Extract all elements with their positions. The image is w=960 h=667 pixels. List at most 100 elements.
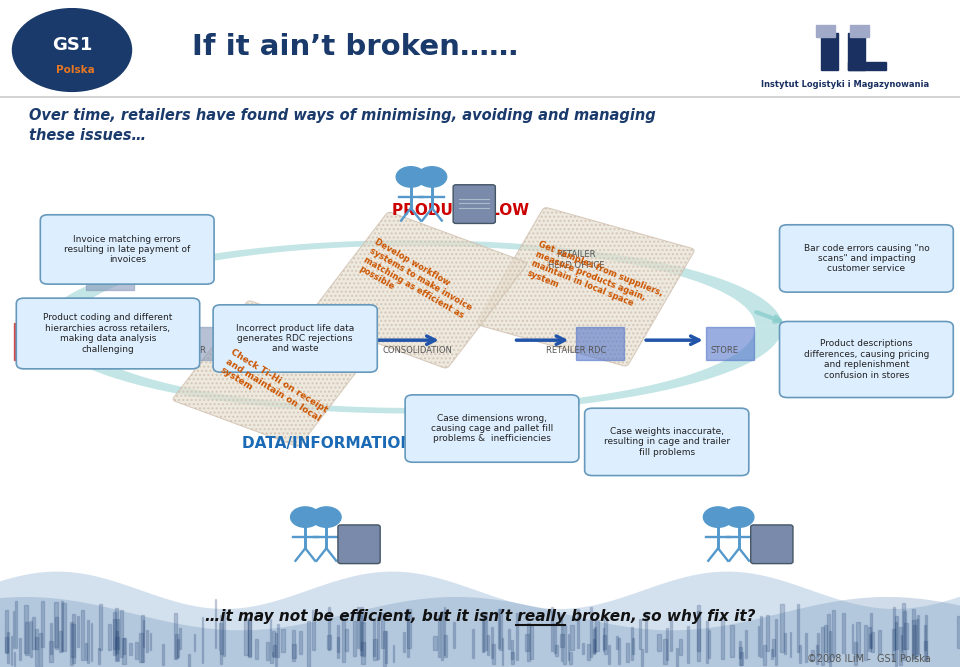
- Bar: [856, 622, 860, 657]
- Bar: [254, 640, 258, 659]
- Text: RETAILER RDC: RETAILER RDC: [546, 346, 606, 355]
- Bar: [895, 616, 898, 648]
- Bar: [593, 629, 595, 654]
- Bar: [658, 634, 661, 650]
- Bar: [913, 625, 916, 658]
- Bar: [274, 646, 276, 657]
- Bar: [757, 626, 759, 656]
- Bar: [603, 635, 607, 648]
- FancyBboxPatch shape: [780, 225, 953, 292]
- Bar: [902, 612, 906, 660]
- Bar: [854, 642, 856, 665]
- Bar: [530, 626, 534, 659]
- Text: GS1: GS1: [52, 37, 92, 54]
- Bar: [811, 650, 814, 662]
- Text: Incorrect product life data
generates RDC rejections
and waste: Incorrect product life data generates RD…: [236, 323, 354, 354]
- FancyBboxPatch shape: [453, 185, 495, 223]
- Bar: [245, 618, 248, 655]
- Bar: [570, 625, 574, 650]
- Text: Invoice matching errors
resulting in late payment of
invoices: Invoice matching errors resulting in lat…: [64, 235, 190, 264]
- Bar: [590, 607, 592, 656]
- Bar: [178, 639, 180, 657]
- Bar: [307, 621, 310, 667]
- Circle shape: [418, 167, 446, 187]
- Bar: [554, 623, 556, 652]
- Bar: [638, 618, 641, 650]
- Bar: [498, 610, 500, 648]
- Text: Bar code errors causing "no
scans" and impacting
customer service: Bar code errors causing "no scans" and i…: [804, 243, 929, 273]
- Bar: [804, 633, 807, 662]
- Bar: [12, 611, 14, 648]
- Bar: [175, 612, 178, 659]
- Bar: [115, 608, 118, 654]
- Bar: [36, 629, 38, 649]
- Bar: [188, 654, 190, 666]
- Bar: [899, 627, 901, 665]
- Bar: [353, 621, 356, 656]
- Bar: [512, 640, 514, 660]
- Bar: [697, 612, 700, 660]
- Bar: [577, 609, 579, 648]
- Bar: [277, 624, 279, 658]
- Bar: [293, 644, 296, 658]
- Bar: [870, 613, 872, 648]
- Bar: [220, 651, 222, 664]
- Bar: [957, 616, 960, 648]
- Bar: [679, 639, 682, 655]
- Bar: [763, 644, 766, 666]
- Bar: [26, 622, 29, 656]
- Text: PRODUCT FLOW: PRODUCT FLOW: [393, 203, 529, 217]
- Bar: [766, 615, 770, 651]
- Text: Develop workflow
systems to make invoice
matching as efficient as
possible: Develop workflow systems to make invoice…: [357, 237, 478, 330]
- Bar: [848, 33, 865, 70]
- Bar: [893, 607, 896, 650]
- FancyBboxPatch shape: [585, 408, 749, 476]
- Bar: [438, 615, 440, 657]
- Bar: [632, 627, 633, 660]
- Bar: [381, 613, 384, 648]
- Bar: [676, 648, 678, 667]
- Text: Product descriptions
differences, causing pricing
and replenishment
confusion in: Product descriptions differences, causin…: [804, 340, 929, 380]
- Bar: [361, 622, 365, 664]
- Bar: [292, 630, 295, 661]
- FancyBboxPatch shape: [16, 298, 200, 369]
- Bar: [901, 603, 904, 648]
- Bar: [697, 606, 701, 652]
- FancyBboxPatch shape: [213, 305, 377, 372]
- Bar: [842, 613, 846, 653]
- Bar: [281, 629, 284, 652]
- Bar: [499, 609, 502, 650]
- Bar: [740, 652, 743, 665]
- FancyBboxPatch shape: [405, 395, 579, 462]
- Bar: [912, 620, 915, 658]
- FancyBboxPatch shape: [40, 215, 214, 284]
- Bar: [816, 644, 818, 664]
- Text: Case dimensions wrong,
causing cage and pallet fill
problems &  inefficiencies: Case dimensions wrong, causing cage and …: [431, 414, 553, 444]
- Bar: [567, 634, 569, 660]
- Circle shape: [725, 507, 754, 528]
- Bar: [248, 620, 251, 656]
- Bar: [393, 645, 395, 662]
- Text: Over time, retailers have found ways of minimising, avoiding and managing
these : Over time, retailers have found ways of …: [29, 108, 656, 143]
- Bar: [39, 633, 42, 667]
- Bar: [564, 624, 565, 664]
- Bar: [312, 610, 316, 650]
- Text: Polska: Polska: [56, 65, 94, 75]
- Bar: [360, 615, 362, 650]
- Bar: [593, 639, 595, 653]
- Bar: [407, 609, 411, 648]
- Bar: [868, 628, 871, 651]
- Bar: [760, 616, 761, 657]
- Bar: [472, 630, 474, 658]
- Circle shape: [291, 507, 320, 528]
- Text: CONSOLIDATION: CONSOLIDATION: [383, 346, 452, 355]
- Bar: [775, 619, 778, 665]
- Bar: [24, 604, 28, 653]
- Bar: [821, 33, 838, 70]
- Bar: [721, 616, 725, 659]
- Bar: [123, 638, 125, 654]
- Bar: [150, 634, 152, 650]
- Bar: [745, 630, 747, 658]
- Bar: [99, 604, 102, 650]
- Bar: [403, 632, 405, 652]
